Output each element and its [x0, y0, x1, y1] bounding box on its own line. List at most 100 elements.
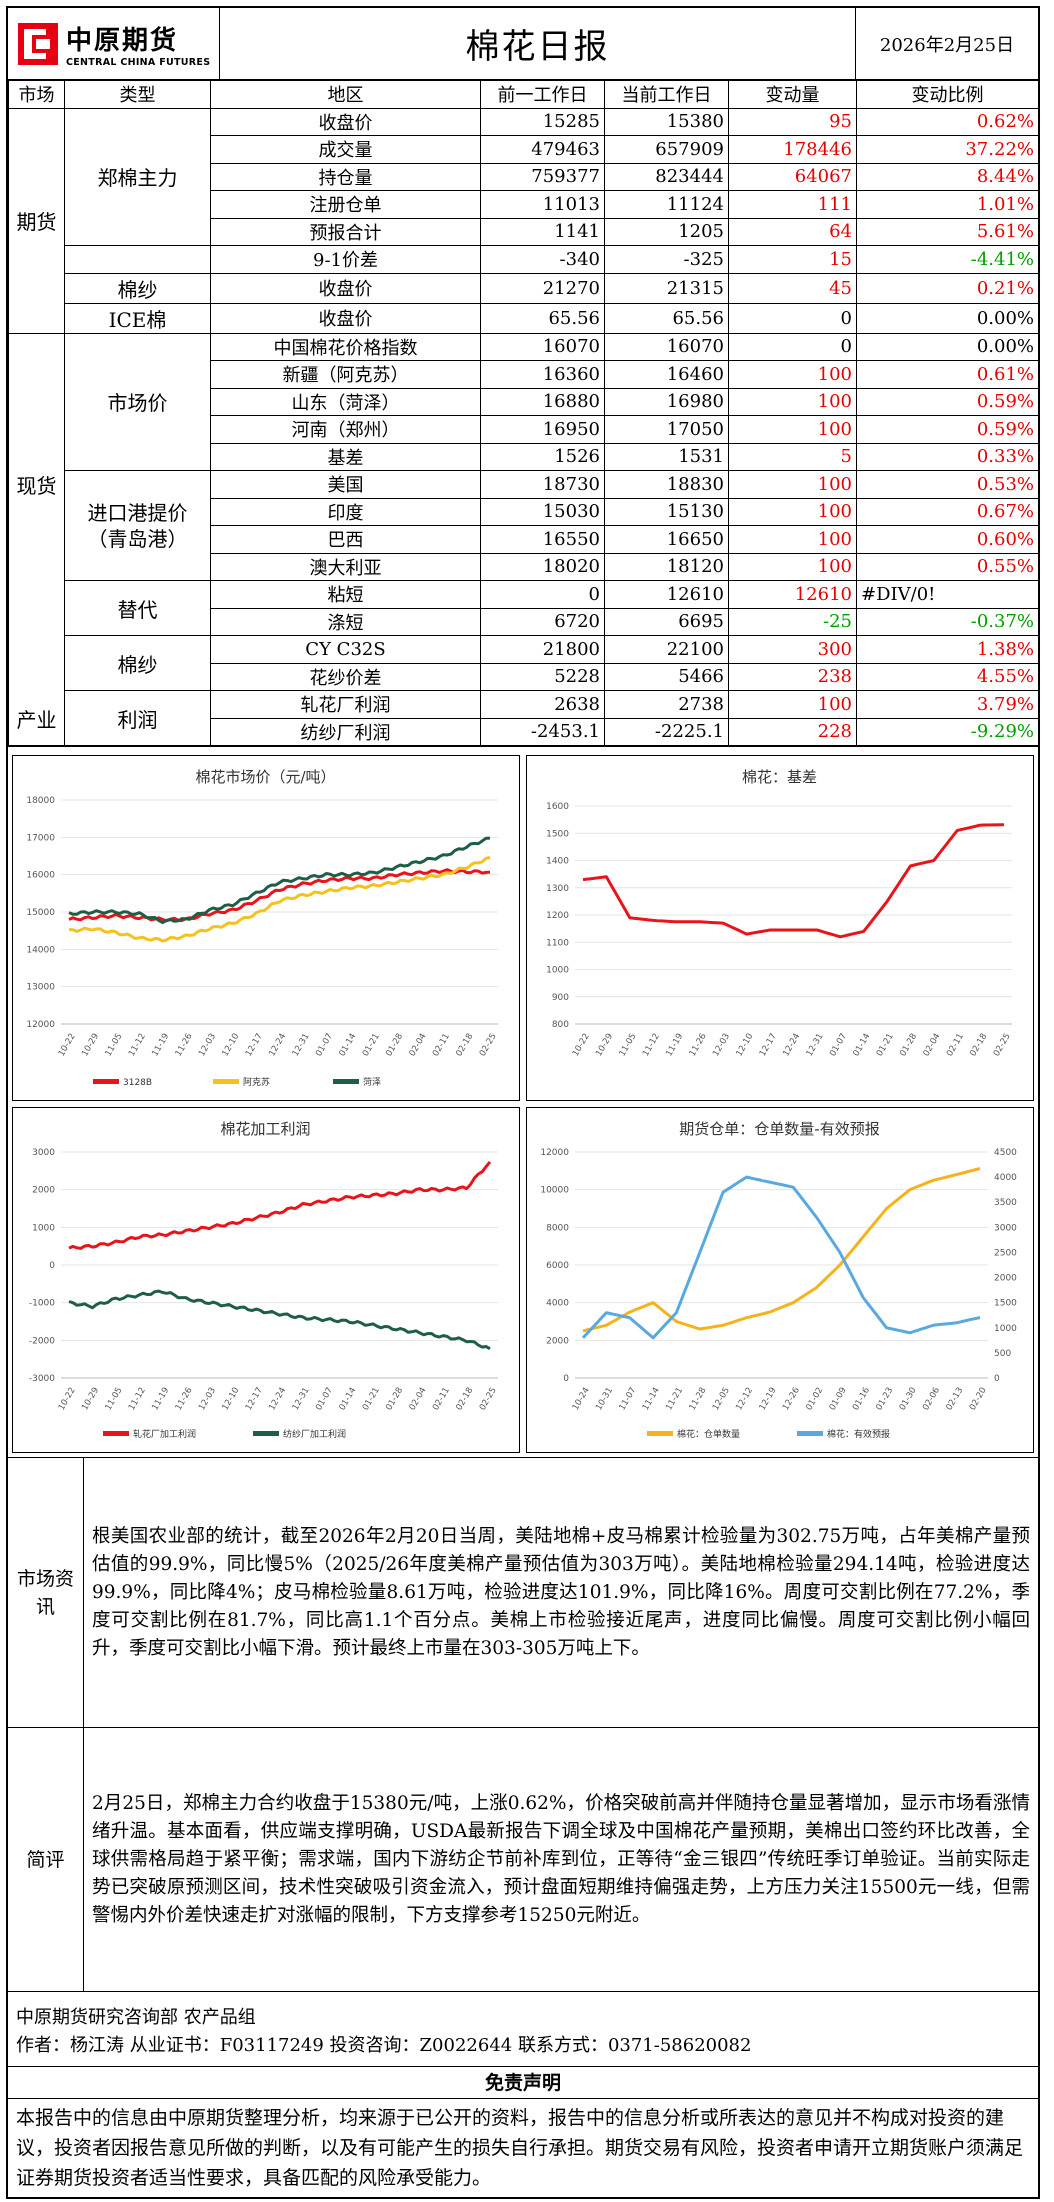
logo-mark-icon [16, 21, 60, 67]
change-pct-cell: 0.33% [856, 442, 1039, 471]
x-tick-label: 01-09 [828, 1386, 849, 1412]
prev-value-cell: 0 [480, 580, 605, 609]
change-pct-cell: 0.59% [856, 415, 1039, 444]
change-pct-cell: 4.55% [856, 662, 1039, 691]
change-cell: 300 [728, 635, 857, 664]
region-cell: 印度 [210, 497, 481, 526]
x-tick-label: 10-22 [571, 1032, 592, 1058]
col-header: 市场 [8, 80, 65, 109]
legend-label: 棉花：有效预报 [827, 1428, 890, 1440]
change-cell: 178446 [728, 135, 857, 164]
region-cell: 收盘价 [210, 107, 481, 136]
x-tick-label: 11-12 [127, 1032, 148, 1058]
market-cell: 现货 [8, 332, 65, 636]
x-tick-label: 02-04 [922, 1032, 943, 1058]
x-tick-label: 12-24 [267, 1386, 288, 1412]
region-cell: 粘短 [210, 580, 481, 609]
y-tick-label: 800 [552, 1020, 569, 1030]
change-pct-cell: 0.59% [856, 387, 1039, 416]
y-tick-label: 1300 [546, 884, 569, 894]
table-row: 替代 粘短 0 12610 12610 #DIV/0! [9, 580, 1039, 636]
region-cell: 持仓量 [210, 162, 481, 191]
change-pct-cell: 0.00% [856, 302, 1039, 334]
y-tick-label: -1000 [29, 1299, 55, 1309]
prev-value-cell: 16950 [480, 415, 605, 444]
x-tick-label: 11-14 [641, 1386, 662, 1412]
y-tick-label: 16000 [26, 871, 55, 881]
x-tick-label: 02-11 [431, 1032, 452, 1058]
region-cell: 美国 [210, 470, 481, 499]
y-tick-label: 1400 [546, 857, 569, 867]
x-tick-label: 10-29 [80, 1386, 101, 1412]
x-tick-label: 11-19 [150, 1386, 171, 1412]
x-tick-label: 10-22 [57, 1032, 78, 1058]
col-header: 前一工作日 [480, 80, 605, 109]
col-header: 变动比例 [856, 80, 1039, 109]
x-tick-label: 12-26 [781, 1386, 802, 1412]
change-cell: 100 [728, 497, 857, 526]
change-pct-cell: 5.61% [856, 217, 1039, 246]
y-tick-label: 14000 [26, 945, 55, 955]
series-line-0 [68, 1160, 492, 1250]
change-pct-cell: 0.61% [856, 360, 1039, 389]
prev-value-cell: 15030 [480, 497, 605, 526]
logo-english: CENTRAL CHINA FUTURES [66, 56, 211, 68]
x-tick-label: 10-24 [571, 1386, 592, 1412]
prev-value-cell: 21270 [480, 272, 605, 304]
y-tick-label: 2000 [32, 1186, 55, 1196]
x-tick-label: 12-17 [758, 1032, 779, 1058]
curr-value-cell: 5466 [604, 662, 729, 691]
region-cell: 轧花厂利润 [210, 690, 481, 719]
chart-title: 棉花：基差 [742, 768, 817, 786]
curr-value-cell: 823444 [604, 162, 729, 191]
type-cell: 替代 [64, 580, 211, 636]
report-title: 棉花日报 [220, 8, 856, 79]
x-tick-label: 12-31 [291, 1032, 312, 1058]
disclaimer-text: 本报告中的信息由中原期货整理分析，均来源于已公开的资料，报告中的信息分析或所表达… [8, 2098, 1038, 2197]
legend-swatch [93, 1079, 119, 1084]
x-tick-label: 11-26 [174, 1386, 195, 1412]
curr-value-cell: 16070 [604, 332, 729, 361]
table-row: 澳大利亚 18020 18120 100 0.55% [9, 552, 1039, 581]
change-cell: 12610 [728, 580, 857, 609]
curr-value-cell: -325 [604, 245, 729, 274]
prev-value-cell: 2638 [480, 690, 605, 719]
x-tick-label: 12-24 [781, 1032, 802, 1058]
y-tick-label: 3000 [32, 1148, 55, 1158]
x-tick-label: 01-23 [874, 1386, 895, 1412]
type-cell: 棉纱 [64, 272, 211, 304]
series-line-0 [582, 823, 1004, 939]
table-row: ICE棉 收盘价 65.56 65.56 0 0.00% [9, 302, 1039, 334]
curr-value-cell: -2225.1 [604, 717, 729, 746]
region-cell: 澳大利亚 [210, 552, 481, 581]
legend-label: 棉花：仓单数量 [677, 1428, 740, 1440]
chart-market-price: 棉花市场价（元/吨） 12000 13000 14000 15000 16000 17000… [12, 755, 520, 1101]
x-tick-label: 01-16 [851, 1386, 872, 1412]
change-pct-cell: 8.44% [856, 162, 1039, 191]
curr-value-cell: 15380 [604, 107, 729, 136]
chart-basis: 棉花：基差 800 900 1000 1100 1200 1300 1400 1500 1600 1… [526, 755, 1034, 1101]
y2-tick-label: 4500 [994, 1148, 1017, 1158]
comment-text: 2月25日，郑棉主力合约收盘于15380元/吨，上涨0.62%，价格突破前高并伴… [92, 1792, 1030, 1926]
type-cell: 市场价 [64, 332, 211, 471]
change-cell: 64067 [728, 162, 857, 191]
prev-value-cell: 16360 [480, 360, 605, 389]
y-tick-label: 2000 [546, 1336, 569, 1346]
change-cell: 0 [728, 332, 857, 361]
change-pct-cell: -0.37% [856, 607, 1039, 636]
y2-tick-label: 500 [994, 1349, 1011, 1359]
x-tick-label: 02-11 [945, 1032, 966, 1058]
change-pct-cell: 0.00% [856, 332, 1039, 361]
series-line-0 [582, 1167, 981, 1333]
prev-value-cell: 6720 [480, 607, 605, 636]
table-row: 期货 郑棉主力 收盘价 15285 15380 95 0.62% [8, 107, 1039, 334]
y-tick-label: 12000 [26, 1020, 55, 1030]
prev-value-cell: 1526 [480, 442, 605, 471]
prev-value-cell: 21800 [480, 635, 605, 664]
y-tick-label: 0 [49, 1261, 55, 1271]
table-row: 现货 市场价 中国棉花价格指数 16070 16070 0 0.00% [8, 332, 1039, 636]
series-line-1 [68, 1289, 491, 1351]
market-info-text: 根美国农业部的统计，截至2026年2月20日当周，美陆地棉+皮马棉累计检验量为3… [92, 1525, 1030, 1659]
change-cell: 0 [728, 302, 857, 334]
chart-title: 棉花市场价（元/吨） [195, 768, 335, 786]
